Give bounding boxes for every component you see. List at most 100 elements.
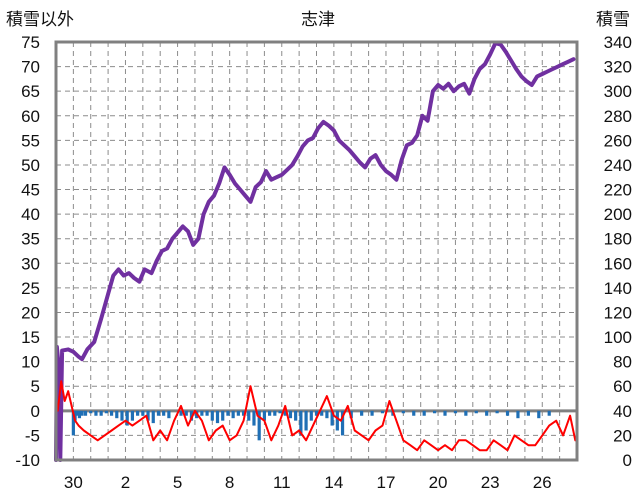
precip-bar [252,410,256,426]
precip-bar [75,410,79,416]
precip-bar [360,410,364,416]
precip-bar [412,410,416,416]
precip-bar [320,410,324,416]
precip-bar [200,410,204,416]
right-tick-label: 340 [604,33,632,52]
right-axis-title: 積雪 [596,10,630,30]
precip-bar [104,410,108,414]
precip-bar [136,410,140,416]
gridlines [56,41,577,461]
precip-bar [71,410,75,436]
precip-bar [120,410,124,421]
left-axis-title: 積雪以外 [6,10,74,30]
precip-bar [464,410,468,416]
precip-bar [156,410,161,416]
precip-bar [299,410,303,436]
right-tick-label: 320 [604,58,632,77]
precip-bar [505,410,510,416]
temperature-line [56,380,577,452]
precip-bar [125,410,129,426]
right-tick-label: 100 [604,328,632,347]
precip-bar [241,410,246,416]
data-lines [54,41,577,462]
x-tick-label: 5 [173,473,182,492]
left-tick-label: 75 [21,33,40,52]
precip-bar [309,410,313,421]
x-tick-label: 20 [429,473,448,492]
precip-bar [262,410,266,421]
right-tick-label: 160 [604,254,632,273]
precip-bar [485,410,489,416]
precip-bar [109,410,114,416]
right-tick-label: 60 [613,377,632,396]
right-tick-label: 280 [604,107,632,126]
left-tick-label: 65 [21,82,40,101]
x-tick-label: 2 [121,473,130,492]
right-tick-label: 140 [604,279,632,298]
precip-bar [278,410,282,414]
left-tick-label: 70 [21,58,40,77]
left-tick-label: 35 [21,230,40,249]
right-tick-label: 20 [613,426,632,445]
right-tick-label: 80 [613,353,632,372]
precip-bar [151,410,155,424]
precip-bar [288,410,293,419]
precip-bar [146,410,150,421]
precip-bar [221,410,225,421]
precip-bar [236,410,240,416]
left-tick-label: 0 [31,402,40,421]
x-tick-label: 26 [533,473,552,492]
precip-bar [547,410,551,416]
precip-bar [231,410,235,419]
precip-bar [474,410,478,414]
precip-bar [294,410,298,421]
precip-bar [304,410,308,431]
x-tick-label: 8 [225,473,234,492]
precip-bar [537,410,541,419]
x-tick-label: 23 [481,473,500,492]
left-tick-label: 15 [21,328,40,347]
x-tick-label: 30 [64,473,83,492]
precip-bar [73,410,77,421]
precip-bar [130,410,135,421]
precip-bar [179,410,183,416]
precip-bar [380,410,385,414]
left-tick-label: -5 [25,426,40,445]
precip-bar [189,410,194,421]
precip-bar [432,410,437,414]
precip-bar [330,410,334,426]
precip-bar [89,410,93,414]
x-tick-label: 14 [324,473,343,492]
precip-bar [325,410,329,419]
left-tick-label: 25 [21,279,40,298]
tick-labels: 757065605550454035302520151050-5-1034032… [15,33,632,492]
left-tick-label: 5 [31,377,40,396]
precip-bar [184,410,188,416]
right-tick-label: 300 [604,82,632,101]
precip-bar [283,410,287,416]
precip-bar [340,410,345,436]
snow_depth-line [54,41,576,462]
precip-bar [335,410,339,431]
precip-bar [247,410,251,421]
precip-bar [268,410,272,416]
right-tick-label: 120 [604,303,632,322]
left-tick-label: 60 [21,107,40,126]
precip-bar [83,410,88,416]
precip-bar [205,410,209,416]
left-tick-label: 10 [21,353,40,372]
precip-bar [401,410,405,414]
precip-bar [115,410,119,419]
left-tick-label: 40 [21,205,40,224]
precip-bar [443,410,447,416]
left-tick-label: 55 [21,131,40,150]
precip-bar [314,410,319,416]
left-tick-label: 50 [21,156,40,175]
precip-bar [495,410,499,414]
chart-title: 志津 [301,10,335,30]
precip-bar [422,410,426,416]
precip-bar [77,410,82,419]
precip-bar [80,410,84,416]
